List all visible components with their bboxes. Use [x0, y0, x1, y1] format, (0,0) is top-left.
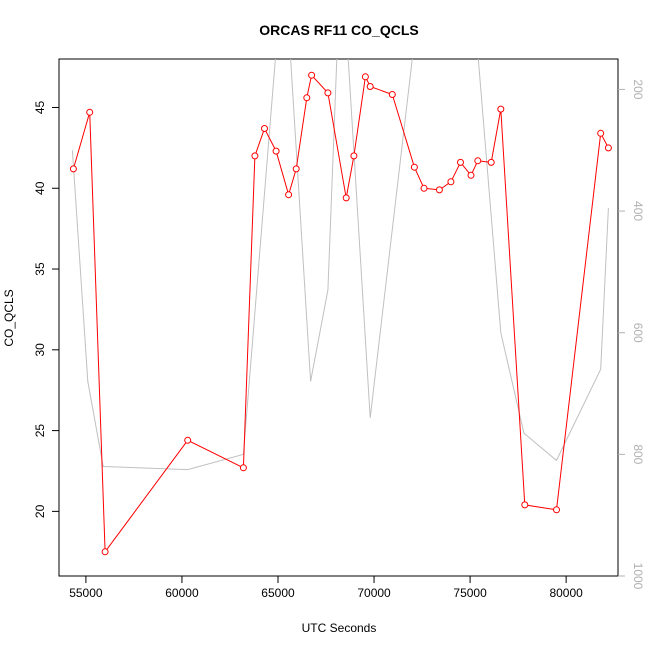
- series-0-point-12: [324, 89, 332, 97]
- y2-tick-label-4: 1000: [631, 563, 645, 590]
- series-0-point-22: [457, 158, 464, 166]
- y-tick-label-1: 25: [33, 424, 47, 438]
- series-0-point-24: [474, 157, 482, 165]
- series-0-point-14: [350, 152, 358, 160]
- series-0-point-4: [239, 464, 247, 472]
- series-0-point-19: [420, 184, 428, 192]
- series-0-point-27: [521, 501, 529, 509]
- series-0-point-30: [604, 144, 612, 152]
- series-0-point-1: [86, 108, 94, 116]
- x-tick-label-1: 60000: [165, 586, 199, 600]
- series-0-point-11: [308, 71, 316, 79]
- series-line-1: [71, 59, 609, 471]
- y-axis-label: CO_QCLS: [2, 289, 16, 346]
- x-tick-label-4: 75000: [453, 586, 487, 600]
- y2-tick-label-0: 200: [631, 79, 645, 99]
- series-0-point-5: [251, 152, 259, 160]
- series-0-point-15: [361, 73, 369, 81]
- x-tick-label-2: 65000: [261, 586, 295, 600]
- y-tick-label-5: 45: [33, 100, 47, 114]
- x-tick-label-0: 55000: [69, 586, 103, 600]
- series-0-point-3: [184, 436, 192, 444]
- series-0-point-6: [261, 125, 268, 132]
- series-0-point-23: [467, 171, 475, 179]
- series-0-point-21: [447, 178, 455, 186]
- series-0-point-28: [553, 506, 560, 514]
- series-0-point-18: [410, 163, 418, 171]
- y-axis: 20 25 30 35 40 45: [33, 100, 59, 518]
- plot-frame: [58, 58, 619, 577]
- series-0-point-7: [272, 147, 280, 155]
- x-tick-label-5: 80000: [549, 586, 583, 600]
- series-0-point-29: [597, 129, 605, 137]
- series-0-point-13: [342, 194, 350, 202]
- chart-title: ORCAS RF11 CO_QCLS: [259, 22, 418, 38]
- series-0-point-17: [388, 91, 396, 98]
- y-tick-label-4: 40: [33, 181, 47, 195]
- y-tick-label-3: 35: [33, 262, 47, 276]
- x-axis-label: UTC Seconds: [302, 621, 377, 635]
- y2-tick-label-3: 800: [631, 444, 645, 464]
- series-0-point-8: [285, 191, 293, 199]
- y2-tick-label-1: 400: [631, 201, 645, 221]
- y2-tick-label-2: 600: [631, 323, 645, 343]
- x-tick-label-3: 70000: [357, 586, 391, 600]
- series-0-point-9: [292, 165, 300, 173]
- series-0-point-25: [487, 158, 495, 166]
- series-0-point-20: [435, 186, 443, 194]
- y2-axis: 200 400 600 800 1000: [618, 79, 645, 590]
- series-0-point-26: [497, 105, 505, 113]
- y-tick-label-0: 20: [33, 504, 47, 518]
- x-axis: 55000 60000 65000 70000 75000 80000: [69, 576, 583, 600]
- series-0-point-0: [69, 165, 77, 173]
- series-0-point-16: [366, 83, 374, 90]
- series-line-0: [72, 74, 609, 554]
- series-0-point-10: [303, 94, 311, 102]
- series-0-point-2: [101, 548, 109, 556]
- y-tick-label-2: 30: [33, 343, 47, 357]
- series-layer: [69, 59, 612, 556]
